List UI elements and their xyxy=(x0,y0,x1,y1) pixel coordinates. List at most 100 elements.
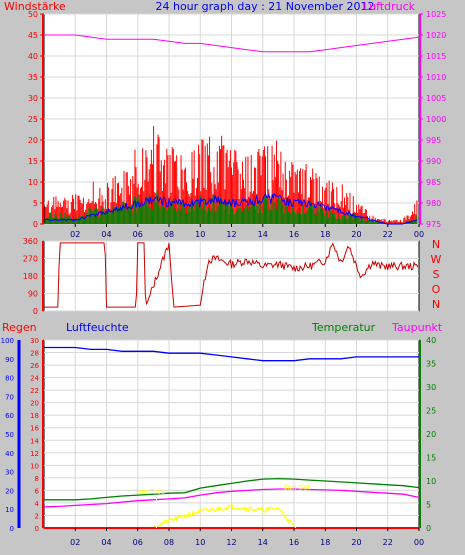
rain-tick-label: 18 xyxy=(30,412,39,420)
direction-tick-label: 360 xyxy=(23,237,38,246)
wind-series xyxy=(44,34,420,225)
rain-tick-label: 8 xyxy=(35,475,39,483)
humidity-title: Luftfeuchte xyxy=(66,321,129,334)
wind-tick-label: 15 xyxy=(28,157,38,166)
compass-label: W xyxy=(431,253,442,266)
dewpoint-title: Taupunkt xyxy=(391,321,443,334)
pressure-tick-label: 1015 xyxy=(426,52,446,61)
wind-tick-label: 5 xyxy=(33,199,38,208)
rain-tick-label: 26 xyxy=(30,362,39,370)
rain-tick-label: 4 xyxy=(35,500,40,508)
humidity-tick-label: 40 xyxy=(5,450,14,458)
temperature-tick-label: 35 xyxy=(426,360,436,369)
wind-x-tick-label: 04 xyxy=(101,230,111,239)
weather-x-tick-label: 02 xyxy=(70,538,80,547)
wind-x-tick-label: 10 xyxy=(195,230,205,239)
wind-x-tick-label: 12 xyxy=(226,230,236,239)
pressure-tick-label: 985 xyxy=(426,178,441,187)
weather-x-tick-label: 04 xyxy=(101,538,111,547)
rain-tick-label: 12 xyxy=(30,450,39,458)
weather-x-tick-label: 08 xyxy=(164,538,174,547)
temperature-tick-label: 25 xyxy=(426,407,436,416)
wind-y-axis: 0 5 10 15 20 25 30 35 40 45 50 xyxy=(28,10,44,229)
weather-x-tick-label: 18 xyxy=(320,538,330,547)
wind-x-tick-label: 02 xyxy=(70,230,80,239)
graph-title: 24 hour graph day : 21 November 2012 xyxy=(155,0,374,13)
direction-y-axis: 0 90 180 270 360 xyxy=(23,237,44,316)
rain-tick-label: 24 xyxy=(30,375,39,383)
compass-label: S xyxy=(433,268,440,281)
weather-grid xyxy=(44,339,419,529)
rain-tick-label: 10 xyxy=(30,462,39,470)
compass-label: N xyxy=(432,238,440,251)
weather-x-tick-label: 10 xyxy=(195,538,205,547)
wind-title: Windstärke xyxy=(4,0,66,13)
wind-x-axis: 02 04 06 08 10 12 14 16 18 20 22 00 xyxy=(70,224,424,239)
dewpoint-line xyxy=(43,488,420,508)
humidity-tick-label: 10 xyxy=(5,506,14,514)
weather-x-tick-label: 20 xyxy=(351,538,361,547)
weather-x-tick-label: 06 xyxy=(133,538,143,547)
temperature-tick-label: 5 xyxy=(426,501,431,510)
pressure-tick-label: 1000 xyxy=(426,115,446,124)
rain-tick-label: 22 xyxy=(30,387,39,395)
wind-x-tick-label: 22 xyxy=(383,230,393,239)
direction-tick-label: 180 xyxy=(23,272,38,281)
compass-label: O xyxy=(432,283,441,296)
rain-tick-label: 0 xyxy=(35,525,39,533)
wind-tick-label: 45 xyxy=(28,31,38,40)
rain-tick-label: 20 xyxy=(30,400,39,408)
sunrise-label: Sun Rise xyxy=(135,488,165,496)
pressure-tick-label: 990 xyxy=(426,157,441,166)
humidity-tick-label: 90 xyxy=(5,356,14,364)
rain-tick-label: 30 xyxy=(30,337,39,345)
temperature-tick-label: 15 xyxy=(426,454,436,463)
wind-x-tick-label: 00 xyxy=(414,230,424,239)
humidity-tick-label: 70 xyxy=(5,393,14,401)
humidity-line xyxy=(44,346,419,362)
pressure-tick-label: 995 xyxy=(426,136,441,145)
temperature-tick-label: 40 xyxy=(426,336,436,345)
humidity-tick-label: 50 xyxy=(5,431,14,439)
pressure-line xyxy=(44,34,420,53)
pressure-tick-label: 1020 xyxy=(426,31,446,40)
weather-x-tick-label: 22 xyxy=(383,538,393,547)
temperature-title: Temperatur xyxy=(311,321,376,334)
temperature-y-axis: 0 5 10 15 20 25 30 35 40 xyxy=(419,336,436,533)
temperature-line xyxy=(44,477,420,501)
wind-x-tick-label: 08 xyxy=(164,230,174,239)
weather-x-tick-label: 12 xyxy=(226,538,236,547)
wind-x-tick-label: 18 xyxy=(320,230,330,239)
rain-title: Regen xyxy=(2,321,37,334)
rain-tick-label: 28 xyxy=(30,350,39,358)
wind-tick-label: 40 xyxy=(28,52,38,61)
wind-tick-label: 20 xyxy=(28,136,38,145)
direction-tick-label: 90 xyxy=(28,290,38,299)
direction-tick-label: 270 xyxy=(23,255,38,264)
direction-grid xyxy=(44,240,419,312)
humidity-tick-label: 80 xyxy=(5,375,14,383)
solar-line xyxy=(153,504,295,529)
rain-tick-label: 14 xyxy=(30,437,39,445)
humidity-tick-label: 30 xyxy=(5,469,14,477)
humidity-tick-label: 100 xyxy=(1,337,14,345)
temperature-tick-label: 20 xyxy=(426,430,436,439)
rain-tick-label: 6 xyxy=(35,487,40,495)
pressure-tick-label: 980 xyxy=(426,199,441,208)
humidity-tick-label: 0 xyxy=(10,525,14,533)
wind-tick-label: 35 xyxy=(28,73,38,82)
temperature-tick-label: 10 xyxy=(426,477,436,486)
humidity-tick-label: 60 xyxy=(5,412,14,420)
pressure-title: Luftdruck xyxy=(363,0,415,13)
wind-tick-label: 25 xyxy=(28,115,38,124)
wind-tick-label: 10 xyxy=(28,178,38,187)
wind-mean-line xyxy=(44,192,418,225)
weather-x-tick-label: 16 xyxy=(289,538,299,547)
wind-x-tick-label: 06 xyxy=(133,230,143,239)
pressure-tick-label: 975 xyxy=(426,220,441,229)
wind-x-tick-label: 14 xyxy=(258,230,268,239)
